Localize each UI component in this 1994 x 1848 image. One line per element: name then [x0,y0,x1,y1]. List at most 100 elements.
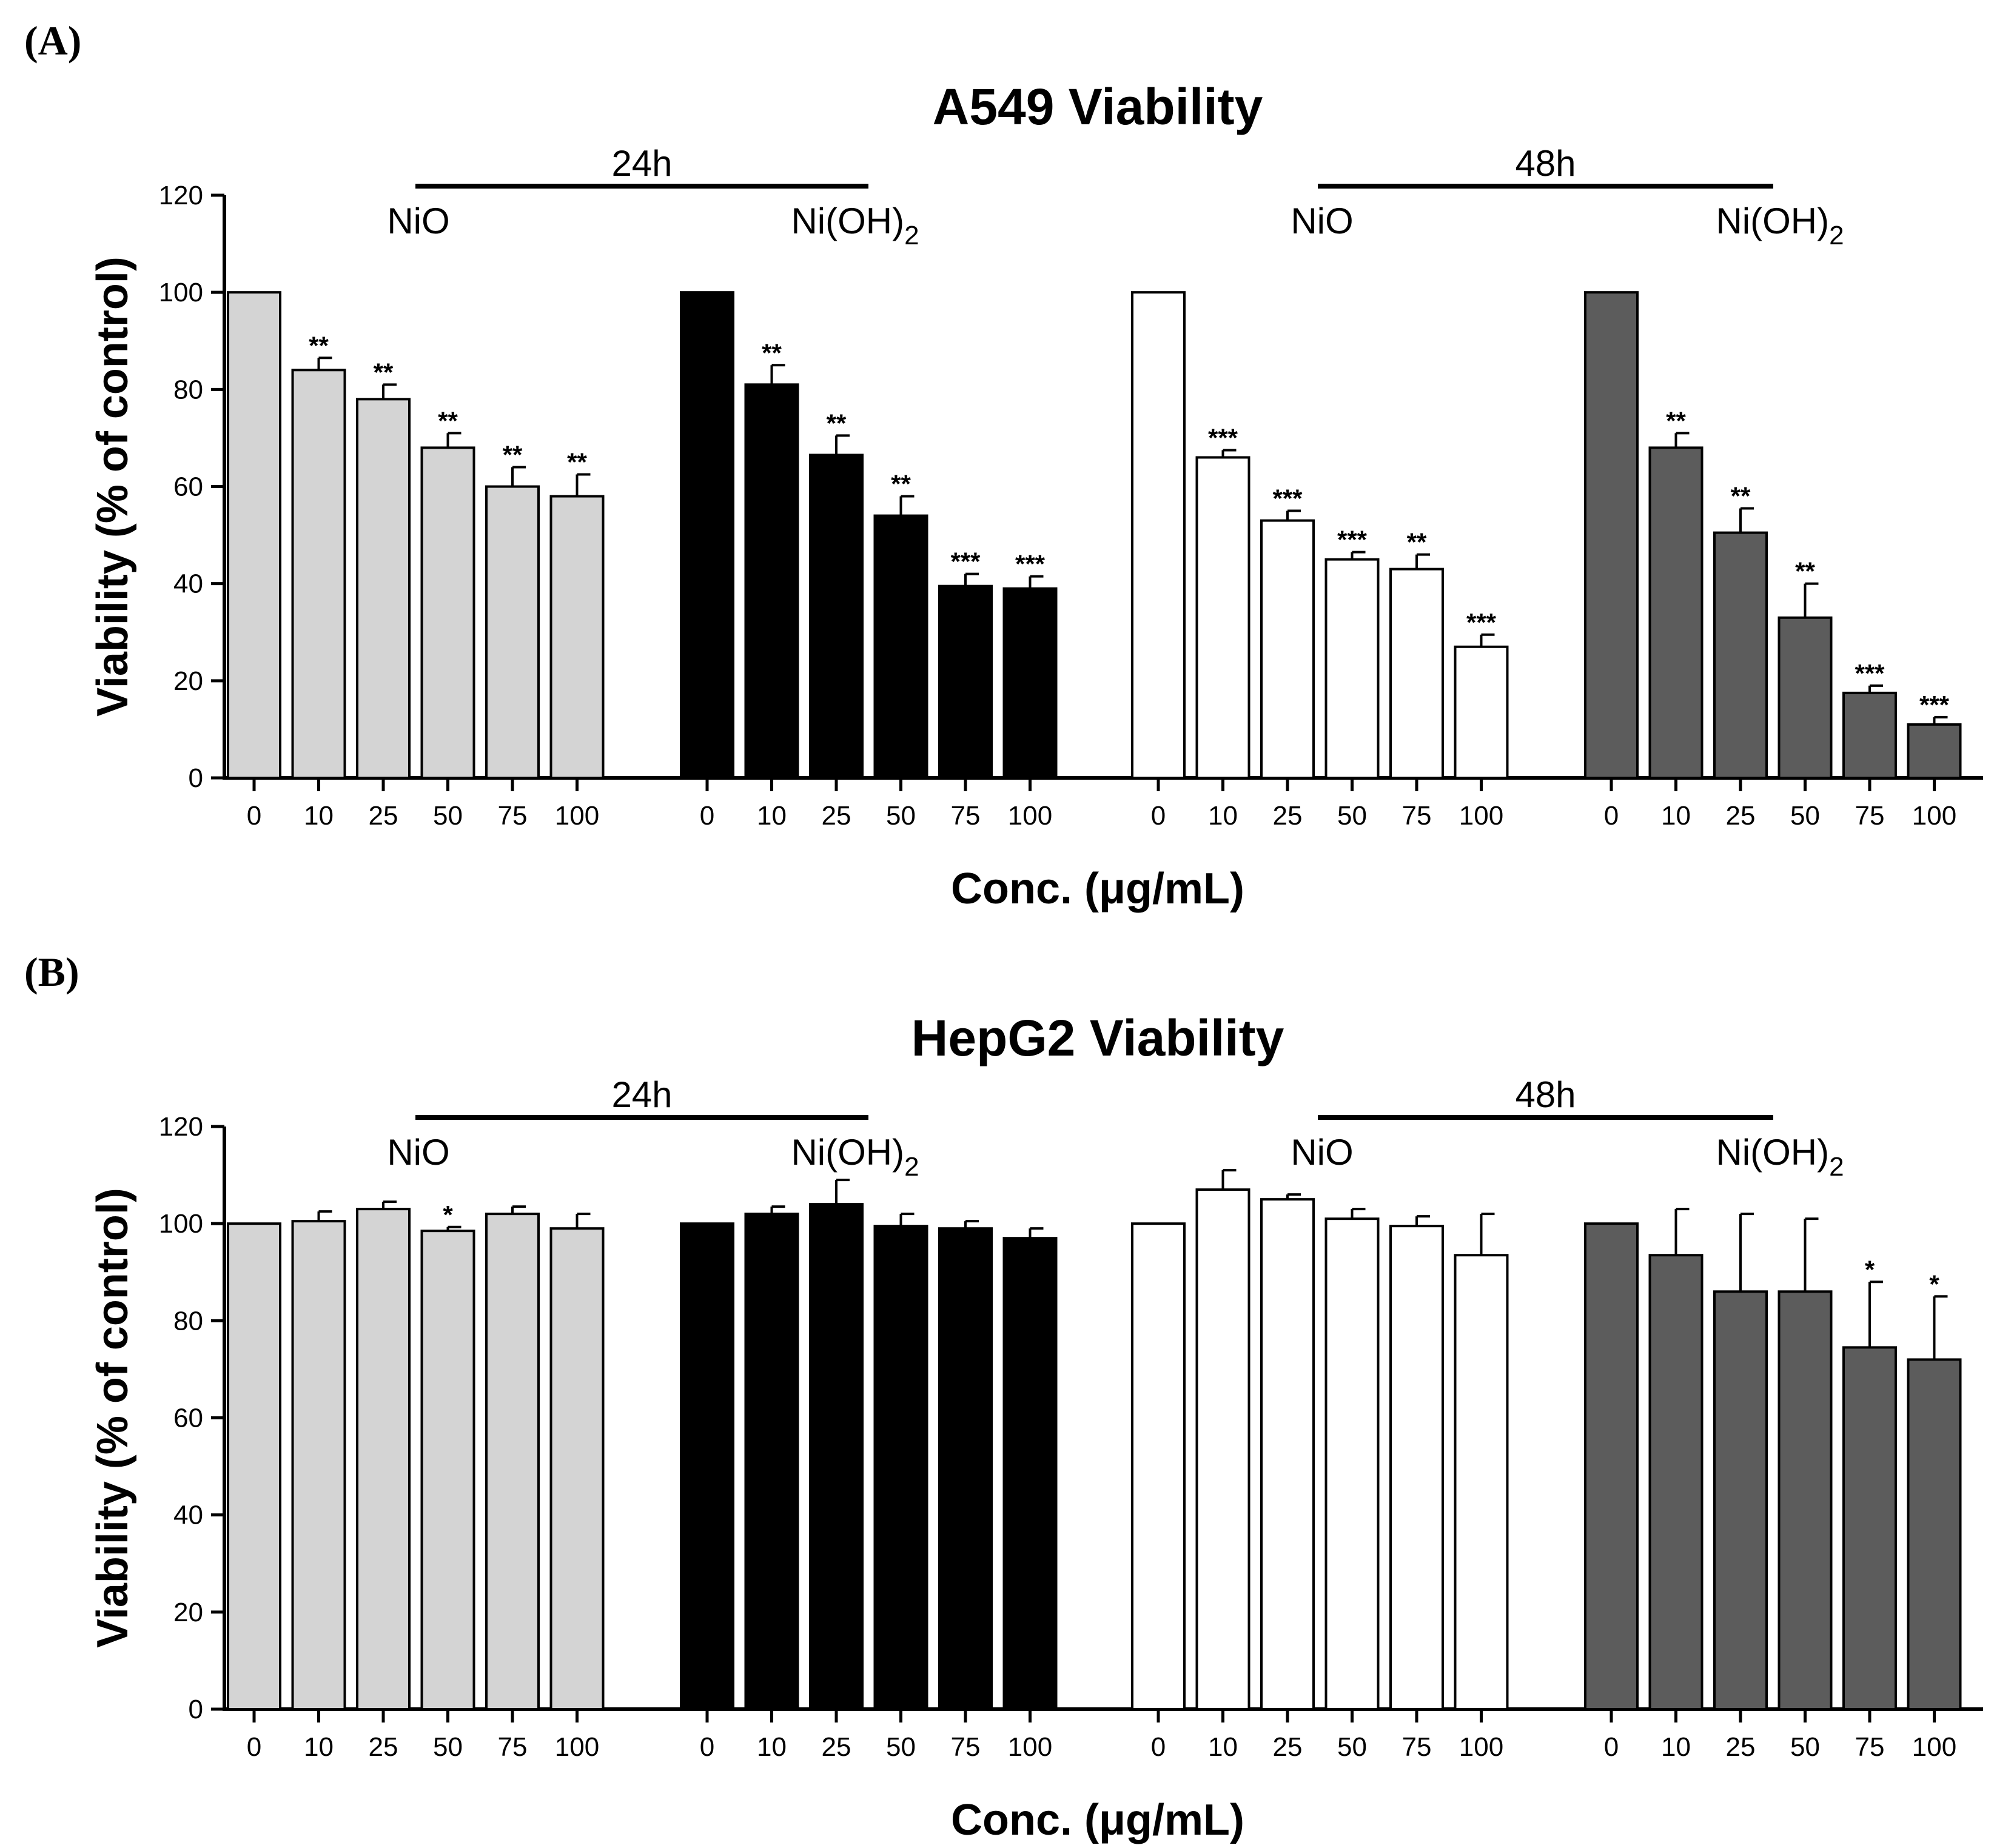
bar [1195,456,1250,779]
x-tick-label: 75 [951,801,981,831]
x-tick-label: 100 [555,801,599,831]
bar [1389,567,1444,779]
chart-panel-1: (A)A549 Viability020406080100120Viabilit… [24,18,1983,913]
y-tick-label: 120 [159,181,203,210]
bar [1454,645,1509,780]
chart-title: HepG2 Viability [911,1009,1284,1066]
x-tick-label: 50 [886,801,916,831]
significance-label: ** [309,331,329,360]
group-label: NiO [387,201,449,241]
x-tick-label: 10 [757,801,787,831]
group-label-name: Ni(OH) [1716,201,1829,241]
bar [227,291,281,779]
x-tick-label: 0 [1604,1732,1619,1762]
significance-label: * [1929,1270,1939,1298]
bar [1002,587,1058,779]
y-tick-label: 120 [159,1112,203,1142]
x-tick-label: 100 [1459,801,1503,831]
bar [1131,1222,1186,1710]
group-label: Ni(OH)2 [1716,1132,1844,1182]
time-label: 48h [1515,143,1576,184]
x-tick-label: 10 [1661,1732,1691,1762]
bar [680,291,734,779]
y-tick-label: 40 [173,569,203,599]
group-label-name: Ni(OH) [1716,1132,1829,1173]
x-tick-label: 50 [433,801,463,831]
significance-label: *** [1015,550,1046,578]
x-tick-label: 75 [1855,1732,1885,1762]
significance-label: ** [1666,406,1686,435]
group-label: Ni(OH)2 [791,1132,919,1182]
group-label-name: Ni(OH) [791,1132,904,1173]
y-tick-label: 60 [173,472,203,502]
bar [1713,1290,1768,1711]
significance-label: ** [1731,482,1751,511]
significance-label: ** [503,440,523,469]
x-tick-label: 50 [433,1732,463,1762]
significance-label: *** [950,547,981,576]
significance-label: ** [438,406,458,435]
x-tick-label: 50 [1790,801,1820,831]
bar [549,495,605,779]
bar [1002,1237,1058,1710]
x-tick-label: 75 [1402,1732,1432,1762]
bar [1324,558,1380,779]
bar [1584,1222,1639,1710]
bar [1842,1346,1897,1710]
bar [227,1222,281,1710]
x-tick-label: 10 [304,1732,334,1762]
bar [1648,446,1704,779]
x-tick-label: 50 [1337,1732,1367,1762]
x-axis-title: Conc. (μg/mL) [951,1796,1244,1844]
x-tick-label: 75 [951,1732,981,1762]
significance-label: *** [1208,423,1238,452]
x-tick-label: 25 [1726,801,1756,831]
bar [1454,1254,1509,1711]
bar [680,1222,734,1710]
bar [744,383,799,779]
time-label: 48h [1515,1074,1576,1115]
x-tick-label: 100 [1008,1732,1052,1762]
significance-label: * [443,1200,453,1229]
bar [1260,1198,1315,1710]
significance-label: ** [762,338,782,367]
bar [291,369,346,779]
bar [485,1213,540,1710]
x-tick-label: 0 [1604,801,1619,831]
time-label: 24h [611,1074,672,1115]
significance-label: ** [1795,557,1815,586]
x-tick-label: 50 [1790,1732,1820,1762]
bar [420,446,475,779]
bar [1777,1290,1833,1711]
y-tick-label: 100 [159,278,203,307]
x-tick-label: 25 [1273,801,1303,831]
x-tick-label: 75 [1402,801,1432,831]
significance-label: *** [1855,659,1885,688]
significance-label: *** [1337,526,1368,554]
significance-label: *** [1466,608,1497,637]
significance-label: *** [1272,484,1303,513]
bar [809,1203,864,1710]
x-tick-label: 100 [555,1732,599,1762]
chart-panel-2: (B)HepG2 Viability020406080100120Viabili… [24,949,1983,1844]
y-tick-label: 0 [189,763,203,793]
group-label-subscript: 2 [1829,221,1844,250]
x-tick-label: 10 [1208,1732,1238,1762]
x-tick-label: 0 [700,801,714,831]
x-axis-title: Conc. (μg/mL) [951,865,1244,913]
y-tick-label: 20 [173,666,203,696]
y-axis-title: Viability (% of control) [89,256,137,717]
group-label-subscript: 2 [904,221,919,250]
group-label: Ni(OH)2 [791,201,919,250]
bar [873,514,928,779]
group-label-name: NiO [1291,1132,1353,1173]
x-tick-label: 100 [1912,1732,1956,1762]
x-tick-label: 0 [1151,801,1166,831]
x-tick-label: 75 [1855,801,1885,831]
significance-label: * [1865,1255,1875,1284]
bar [1777,616,1833,779]
group-label: NiO [387,1132,449,1173]
bar [1389,1225,1444,1710]
bar [356,1208,411,1711]
